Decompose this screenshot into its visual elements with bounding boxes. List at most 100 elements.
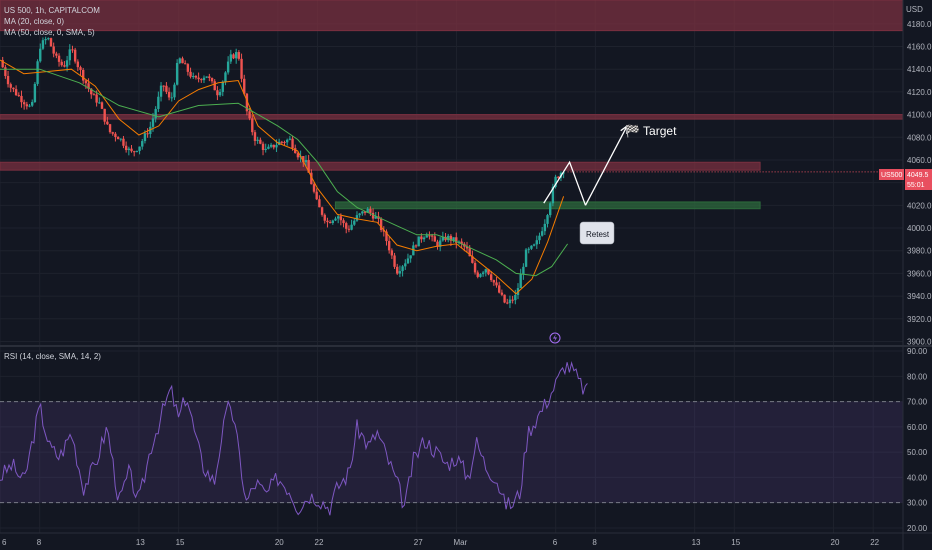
rsi-tick-label: 60.00 <box>907 423 928 432</box>
candle-body <box>396 266 399 274</box>
candle-body <box>65 60 69 67</box>
candle-body <box>122 138 125 146</box>
candle-body <box>358 213 361 216</box>
candle-body <box>98 102 101 104</box>
candle-body <box>481 272 485 275</box>
candle-body <box>213 81 216 91</box>
retest-callout: Retest <box>579 221 615 245</box>
candle-body <box>4 67 7 76</box>
time-tick-label: 27 <box>414 538 423 547</box>
candle-body <box>304 160 308 163</box>
support-zone[interactable] <box>334 201 761 210</box>
candle-body <box>90 88 93 95</box>
candle-body <box>422 237 426 240</box>
candle-body <box>71 49 74 51</box>
candle-body <box>87 83 90 89</box>
candle-body <box>549 203 552 216</box>
candle-body <box>173 84 176 98</box>
candle-body <box>522 266 525 275</box>
candle-body <box>60 61 63 66</box>
candle-body <box>361 211 364 214</box>
candle-body <box>269 144 273 147</box>
top-resistance-zone[interactable] <box>0 0 904 32</box>
candle-body <box>401 266 404 272</box>
candle-body <box>20 95 23 103</box>
projection-path <box>543 160 587 206</box>
candle-body <box>312 184 316 192</box>
candle-body <box>285 139 289 143</box>
currency-label: USD <box>906 5 923 14</box>
candle-body <box>159 85 163 97</box>
candle-body <box>495 282 498 286</box>
candle-body <box>63 65 66 67</box>
resistance-zone[interactable] <box>0 161 761 171</box>
candle-body <box>135 150 139 152</box>
candle-body <box>162 85 165 87</box>
current-price-tag: US500 4049.5 55:01 <box>879 169 932 190</box>
candle-body <box>557 176 560 178</box>
time-tick-label: 22 <box>315 538 324 547</box>
time-tick-label: 6 <box>553 538 558 547</box>
candle-body <box>232 54 235 59</box>
candle-body <box>288 138 292 140</box>
candle-body <box>224 72 227 82</box>
candle-body <box>194 75 198 78</box>
price-tick-label: 4160.0 <box>907 43 932 52</box>
candle-body <box>540 231 544 236</box>
candle-body <box>103 108 106 122</box>
candle-body <box>532 244 536 246</box>
candle-body <box>535 240 538 245</box>
candle-body <box>543 223 547 232</box>
candle-body <box>398 271 402 274</box>
candle-body <box>444 236 447 241</box>
target-text: 🏁 Target <box>625 124 677 138</box>
candle-body <box>234 52 238 59</box>
candle-body <box>503 294 506 303</box>
time-tick-label: 13 <box>136 538 145 547</box>
candle-body <box>154 108 157 119</box>
candle-body <box>371 212 375 219</box>
candle-body <box>562 172 565 174</box>
candle-body <box>57 55 61 62</box>
candle-body <box>216 90 219 96</box>
candle-body <box>130 148 133 152</box>
candle-body <box>9 84 12 88</box>
candle-body <box>382 230 386 232</box>
candle-body <box>551 186 555 204</box>
target-arrow-head <box>620 125 628 134</box>
candle-body <box>291 138 294 149</box>
candle-body <box>79 67 82 70</box>
candle-body <box>167 91 171 98</box>
candle-body <box>369 208 372 213</box>
candle-body <box>108 124 112 133</box>
price-tag <box>905 169 932 190</box>
candle-body <box>524 249 528 267</box>
candle-body <box>33 83 37 103</box>
price-tick-label: 3900.0 <box>907 337 932 346</box>
candle-body <box>226 61 230 73</box>
upper-resistance-zone[interactable] <box>0 114 904 120</box>
time-tick-label: 20 <box>831 538 840 547</box>
candle-body <box>248 111 251 119</box>
flash-icon[interactable] <box>549 332 561 344</box>
candle-body <box>428 235 431 237</box>
rsi-tick-label: 70.00 <box>907 398 928 407</box>
candle-body <box>334 218 337 221</box>
candle-body <box>275 144 278 148</box>
candle-body <box>92 94 96 96</box>
candle-body <box>192 75 195 77</box>
candle-body <box>1 60 4 68</box>
candle-body <box>489 274 493 281</box>
candle-body <box>307 160 310 173</box>
candle-body <box>175 62 179 85</box>
zones <box>0 0 904 210</box>
candle-body <box>106 121 109 125</box>
candle-body <box>6 75 10 85</box>
ma50-line <box>0 68 569 277</box>
candle-body <box>430 235 434 237</box>
candle-body <box>84 80 88 84</box>
time-tick-label: 13 <box>692 538 701 547</box>
time-tick-label: 6 <box>2 538 7 547</box>
candle-body <box>506 302 509 304</box>
